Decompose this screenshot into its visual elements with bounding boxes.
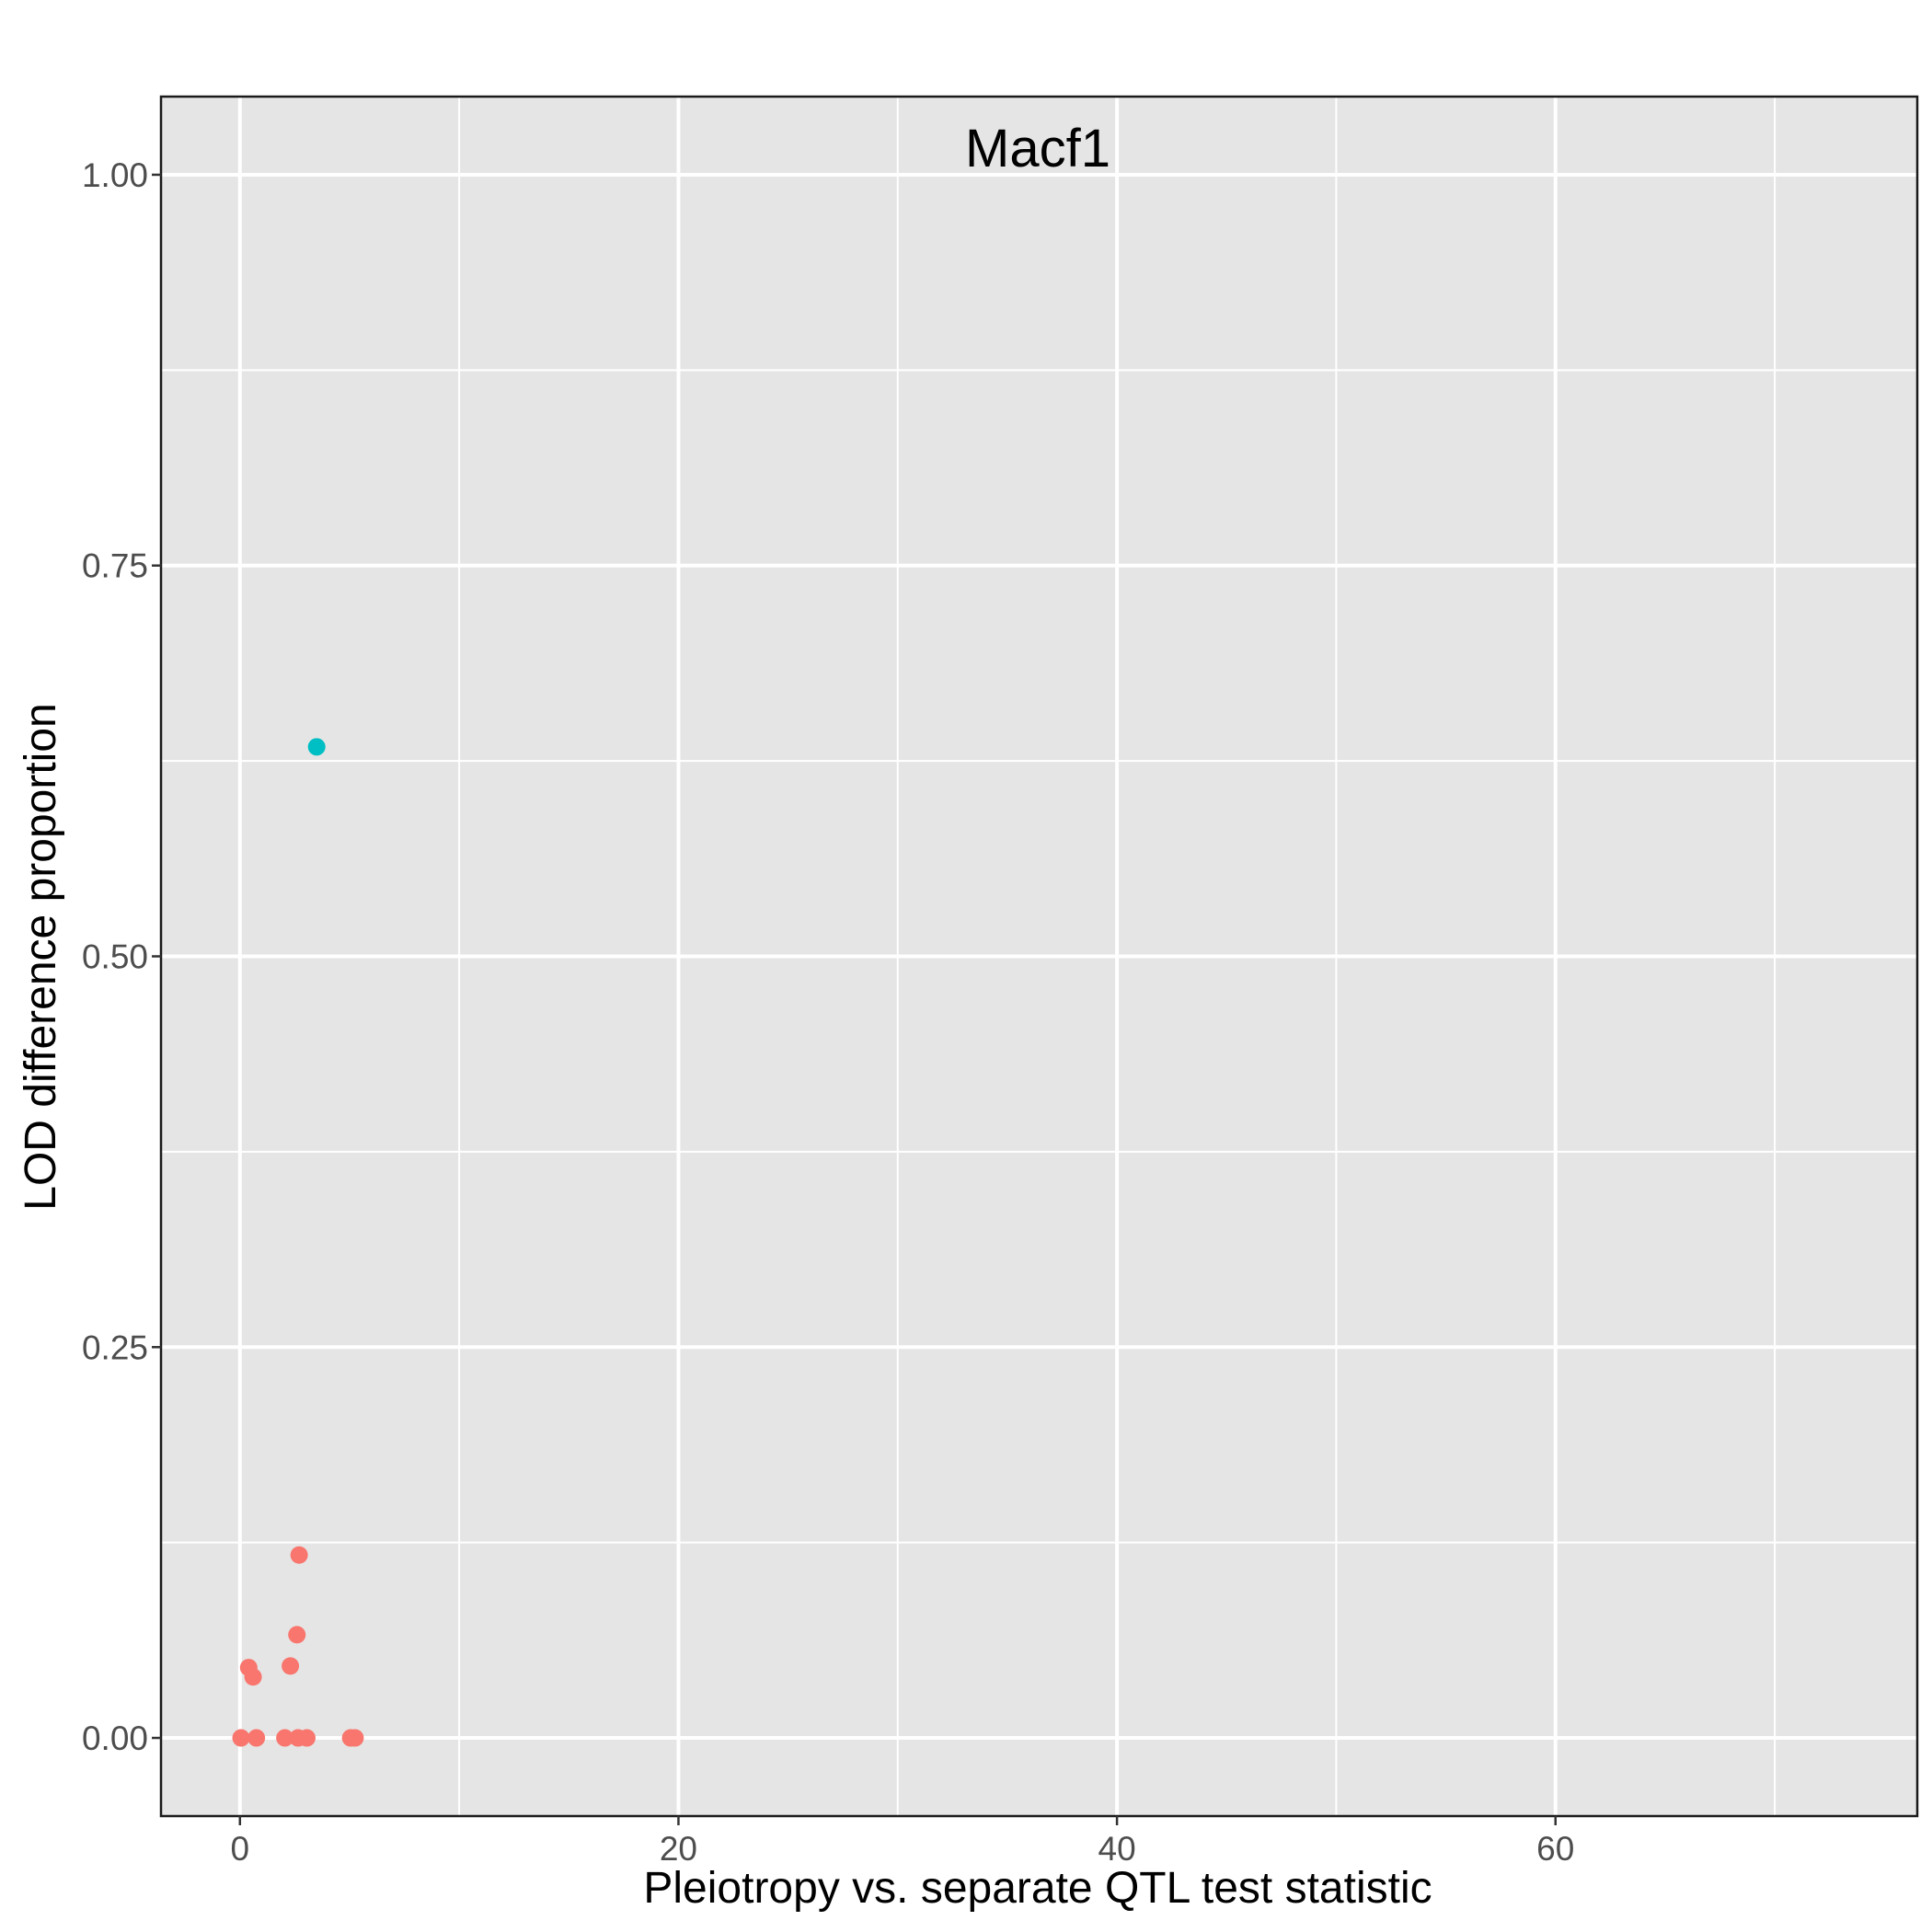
x-axis-ticks: 0 20 40 60 (231, 1816, 1574, 1868)
data-point (244, 1668, 262, 1686)
x-tick-label: 0 (231, 1830, 250, 1868)
y-tick-label: 0.75 (82, 547, 148, 585)
data-point (282, 1657, 300, 1675)
y-tick-label: 0.50 (82, 938, 148, 976)
data-point (346, 1729, 364, 1747)
data-point (290, 1546, 308, 1564)
y-tick-label: 0.25 (82, 1328, 148, 1366)
data-point (232, 1729, 250, 1747)
grid-lines (161, 97, 1917, 1816)
x-tick-label: 40 (1098, 1830, 1136, 1868)
data-point (288, 1626, 306, 1644)
x-axis-title: Pleiotropy vs. separate QTL test statist… (643, 1864, 1432, 1913)
x-tick-label: 60 (1536, 1830, 1574, 1868)
chart-title: Macf1 (965, 119, 1110, 178)
x-tick-label: 20 (660, 1830, 697, 1868)
y-axis-title: LOD difference proportion (17, 703, 65, 1210)
y-axis-ticks: 0.00 0.25 0.50 0.75 1.00 (82, 156, 161, 1757)
data-point (297, 1729, 316, 1747)
data-point (247, 1729, 266, 1747)
data-point (276, 1729, 294, 1747)
data-point (307, 738, 326, 756)
y-tick-label: 1.00 (82, 156, 148, 194)
data-points (232, 738, 364, 1747)
y-tick-label: 0.00 (82, 1719, 148, 1757)
